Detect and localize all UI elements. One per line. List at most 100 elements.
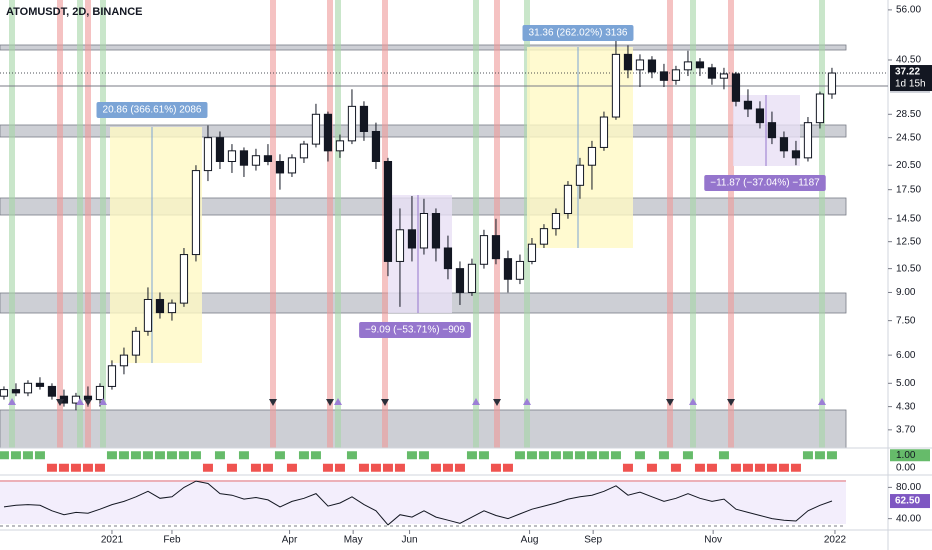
- signal-band: [85, 0, 91, 448]
- signal-block: [34, 451, 45, 460]
- signal-up: [818, 398, 826, 405]
- candle-body: [779, 137, 789, 152]
- candle-body: [143, 298, 153, 332]
- signal-block: [430, 463, 441, 472]
- signal-block: [202, 463, 213, 472]
- candle-body: [95, 385, 105, 401]
- candle-body: [587, 146, 597, 166]
- candle-body: [407, 229, 417, 249]
- candle-body: [539, 228, 549, 245]
- signal-down: [727, 399, 735, 406]
- signal-block: [466, 451, 477, 460]
- measure-tag: [704, 175, 826, 191]
- candle-body: [647, 59, 657, 73]
- candle-body: [179, 254, 189, 304]
- candle-body: [263, 155, 273, 162]
- signal-band: [690, 0, 696, 448]
- candle-body: [203, 137, 213, 172]
- candle-body: [707, 67, 717, 79]
- signal-block: [250, 463, 261, 472]
- zone: [0, 44, 847, 51]
- signal-block: [262, 463, 273, 472]
- x-tick-label: Aug: [521, 535, 539, 546]
- signal-block: [394, 463, 405, 472]
- signal-up: [472, 398, 480, 405]
- signal-block: [226, 463, 237, 472]
- candle-body: [791, 150, 801, 159]
- candle-body: [443, 247, 453, 270]
- y-tick-label: 0.00: [896, 462, 916, 473]
- signal-block: [514, 451, 525, 460]
- signal-block: [502, 463, 513, 472]
- signal-block: [526, 451, 537, 460]
- candle-body: [575, 164, 585, 186]
- candle-body: [275, 160, 285, 174]
- candle-body: [215, 137, 225, 162]
- y-tick-label: 24.50: [896, 132, 921, 143]
- signal-block: [802, 451, 813, 460]
- candle-body: [467, 263, 477, 293]
- signal-up: [334, 398, 342, 405]
- y-tick-label: 12.50: [896, 236, 921, 247]
- signal-down: [269, 399, 277, 406]
- candle-body: [167, 302, 177, 314]
- signal-down: [56, 399, 64, 406]
- y-tick-label: 20.50: [896, 160, 921, 171]
- candle-body: [803, 122, 813, 159]
- signal-block: [730, 463, 741, 472]
- signal-block: [790, 463, 801, 472]
- y-tick-label: 6.00: [896, 350, 916, 361]
- candle-body: [815, 93, 825, 124]
- signal-block: [82, 463, 93, 472]
- signal-block: [130, 451, 141, 460]
- countdown: 1d 15h: [895, 79, 926, 90]
- signal-block: [646, 463, 657, 472]
- candle-body: [335, 140, 345, 152]
- signal-block: [814, 451, 825, 460]
- signal-block: [634, 451, 645, 460]
- candle-body: [47, 385, 57, 397]
- candle-body: [671, 69, 681, 81]
- signal-block: [322, 463, 333, 472]
- x-tick-label: 2021: [101, 535, 124, 546]
- signal-band: [9, 0, 15, 448]
- candle-body: [731, 73, 741, 102]
- marks: [0, 40, 837, 526]
- signal-block: [70, 463, 81, 472]
- candle-body: [515, 260, 525, 280]
- signal-band: [335, 0, 341, 448]
- candle-body: [755, 108, 765, 124]
- candle-body: [659, 71, 669, 81]
- y-tick-label: 5.00: [896, 378, 916, 389]
- signal-block: [490, 463, 501, 472]
- candle-body: [419, 212, 429, 249]
- y-tick-label: 28.50: [896, 109, 921, 120]
- candle-body: [239, 150, 249, 166]
- y-tick-label: 3.70: [896, 424, 916, 435]
- signal-block: [778, 463, 789, 472]
- chart-title: ATOMUSDT, 2D, BINANCE: [6, 6, 143, 18]
- signal-up: [99, 398, 107, 405]
- signal-block: [706, 463, 717, 472]
- signal-block: [478, 451, 489, 460]
- candle-body: [767, 122, 777, 139]
- candle-body: [395, 229, 405, 262]
- zone: [0, 409, 847, 449]
- signal-down: [381, 399, 389, 406]
- candle-body: [695, 61, 705, 69]
- signal-block: [190, 451, 201, 460]
- signal-block: [46, 463, 57, 472]
- y-tick-tag: [890, 461, 930, 474]
- candle-body: [11, 389, 21, 394]
- candle-body: [347, 105, 357, 142]
- signal-block: [658, 451, 669, 460]
- signal-block: [358, 463, 369, 472]
- signal-block: [214, 451, 225, 460]
- signal-block: [274, 451, 285, 460]
- signal-block: [418, 451, 429, 460]
- signal-block: [694, 463, 705, 472]
- candle-body: [227, 150, 237, 162]
- candle-body: [827, 72, 837, 95]
